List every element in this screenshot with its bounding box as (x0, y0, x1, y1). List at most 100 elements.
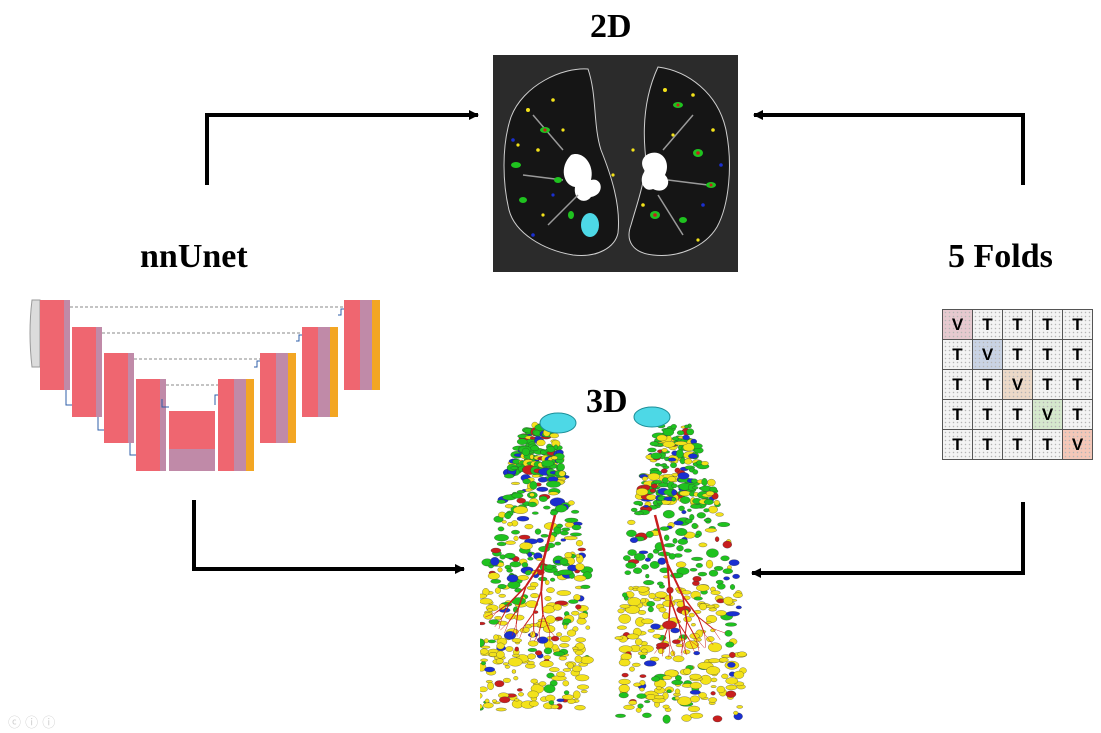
vessel-branch (668, 625, 671, 644)
arrow-nnunet-to-3d (192, 500, 465, 574)
lung-segment-mark (703, 499, 714, 505)
vessel-branch (540, 590, 544, 615)
vessel-branch (666, 563, 672, 600)
lung-segment-mark (662, 441, 676, 448)
lung-segment-mark (670, 424, 677, 429)
lung-segment-mark (684, 518, 693, 524)
lung-segment-mark (553, 651, 565, 657)
lung-segment-mark (645, 573, 650, 579)
ct-slice-2d-image (493, 55, 738, 272)
lung-segment-mark (710, 685, 717, 688)
vessel-branch (682, 642, 688, 655)
vessel-branch (688, 639, 695, 652)
lung-segment-mark (480, 658, 488, 662)
lung-segment-mark (506, 574, 519, 583)
lung-segment-mark (701, 461, 709, 466)
lung-segment-mark (576, 684, 590, 690)
vessel-branch (533, 630, 540, 642)
lung-segment-mark (545, 615, 556, 624)
lung-segment-mark (671, 436, 679, 441)
vessel-branch (515, 607, 519, 625)
lung-segment-mark (713, 500, 720, 506)
lung-segment-mark (628, 586, 634, 591)
label-3d: 3D (586, 383, 628, 420)
arrow-folds-to-2d (753, 110, 1025, 185)
fold-cell-validation: V (1062, 429, 1093, 460)
lung-segment-mark (626, 529, 637, 537)
lung-segment-mark (531, 474, 541, 478)
lung-segment-mark (657, 648, 665, 654)
lung-segment-mark (652, 633, 662, 639)
lung-segment-mark (661, 448, 668, 453)
lung-segment-mark (575, 553, 581, 559)
lung-segment-mark (644, 700, 651, 704)
fold-cell-training: T (1002, 339, 1033, 370)
lung-segment-mark (567, 662, 574, 669)
lung-segment-mark (481, 661, 486, 666)
nnunet-architecture-diagram (29, 299, 380, 471)
fold-cell-training: T (1032, 309, 1063, 340)
lung-segment-mark (688, 453, 698, 459)
lung-segment-mark (693, 596, 703, 601)
lung-segment-mark (487, 682, 494, 690)
lung-segment-mark (679, 490, 691, 497)
lung-segment-mark (641, 564, 649, 570)
lung-segment-mark (495, 707, 507, 712)
lung-segment-mark (511, 481, 520, 485)
lung-segment-mark (516, 497, 526, 504)
lung-segment-mark (627, 549, 637, 556)
lung-segment-mark (689, 673, 702, 680)
lung-segment-mark (569, 532, 582, 537)
lung-segment-mark (686, 428, 695, 436)
lung-segment-mark (530, 436, 536, 440)
lung-segment-mark (490, 579, 502, 584)
lung-segment-mark (505, 646, 514, 652)
fold-cell-training: T (942, 429, 973, 460)
lung-segment-mark (513, 506, 529, 514)
vessel-branch (517, 585, 527, 609)
lung-segment-mark (562, 680, 570, 687)
lung-segment-mark (641, 648, 648, 654)
lung-segment-mark (527, 648, 538, 652)
lung-segment-mark (689, 682, 702, 690)
lung-segment-mark (671, 483, 678, 489)
lung-segment-mark (494, 680, 505, 688)
lung-segment-mark (541, 459, 554, 467)
lung-segment-mark (505, 540, 516, 545)
lung-segment-mark (703, 518, 712, 522)
fold-cell-validation: V (972, 339, 1003, 370)
lung-segment-mark (691, 478, 698, 484)
lung-segment-mark (563, 690, 570, 695)
lung-segment-mark (662, 675, 672, 680)
fold-cell-training: T (1032, 369, 1063, 400)
lung-segment-mark (648, 592, 656, 599)
lung-segment-mark (637, 703, 644, 709)
lung-segment-mark (619, 604, 631, 609)
vessel-branch (695, 637, 705, 649)
lung-segment-mark (527, 660, 535, 665)
fold-cell-training: T (972, 309, 1003, 340)
lung-segment-mark (480, 703, 483, 710)
lung-segment-mark (490, 547, 502, 554)
lung-segment-mark (564, 552, 573, 559)
lung-segment-mark (643, 504, 649, 508)
lung-segment-mark (626, 633, 640, 640)
lung-segment-mark (615, 713, 626, 718)
lung-segment-mark (529, 454, 534, 460)
lung-segment-mark (668, 457, 677, 462)
lung-segment-mark (646, 694, 656, 700)
lung-segment-mark (662, 714, 671, 724)
lung-segment-mark (683, 548, 692, 553)
lung-segment-mark (555, 504, 568, 513)
lung-segment-mark (703, 508, 710, 513)
lung-segment-mark (514, 614, 525, 621)
lung-segment-mark (705, 490, 715, 496)
fold-cell-training: T (942, 339, 973, 370)
vessel-branch (548, 629, 551, 642)
lung-3d-reconstruction-image (480, 406, 748, 724)
lung-segment-mark (708, 697, 718, 703)
lung-segment-mark (525, 488, 532, 492)
lung-segment-mark (643, 660, 657, 667)
lung-segment-mark (559, 558, 569, 566)
